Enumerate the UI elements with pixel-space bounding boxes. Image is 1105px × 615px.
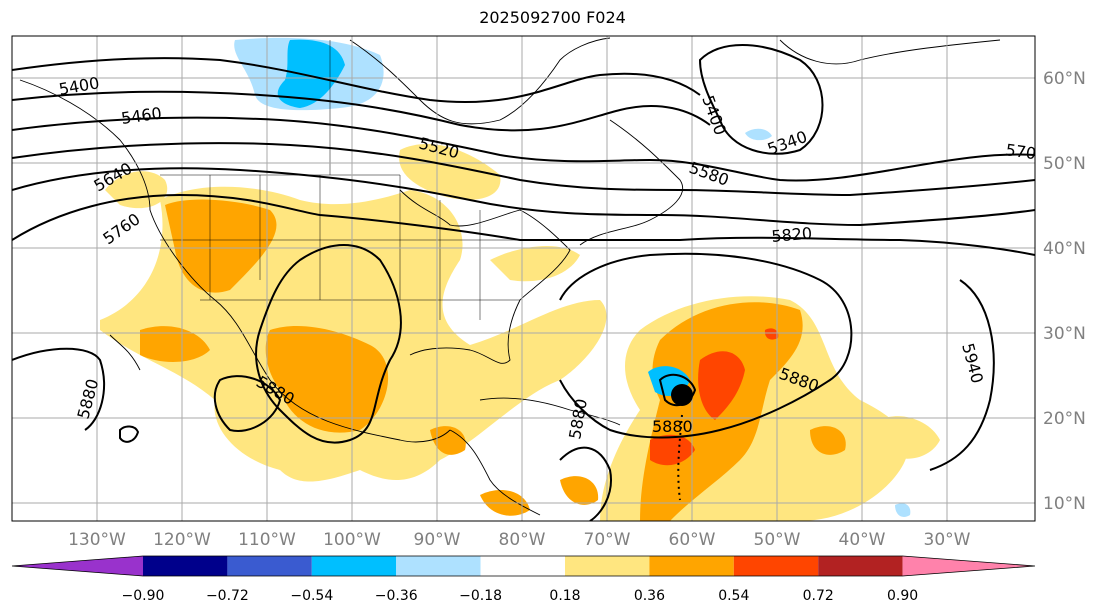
latitude-label: 60°N <box>1043 69 1086 89</box>
colorbar-segment <box>143 556 228 576</box>
colorbar-segment <box>565 556 650 576</box>
latitude-label: 40°N <box>1043 239 1086 259</box>
colorbar-tick-label: 0.36 <box>634 588 665 604</box>
colorbar-tick-label: −0.72 <box>206 588 249 604</box>
colorbar-tick-label: 0.72 <box>803 588 834 604</box>
colorbar-tick-label: 0.54 <box>718 588 749 604</box>
longitude-label: 30°W <box>924 530 971 550</box>
political-borders <box>160 40 520 320</box>
colorbar-ticks: −0.90 −0.72 −0.54 −0.36 −0.18 0.18 0.36 … <box>122 588 919 604</box>
height-contours <box>12 44 1035 521</box>
longitude-label: 100°W <box>323 530 381 550</box>
colorbar-segment <box>396 556 481 576</box>
colorbar-segment <box>649 556 734 576</box>
longitude-label: 60°W <box>669 530 716 550</box>
contour-label: 5820 <box>771 224 813 246</box>
longitude-label: 50°W <box>754 530 801 550</box>
storm-center-marker <box>671 384 693 406</box>
longitude-label: 80°W <box>499 530 546 550</box>
contour-label: 5880 <box>652 417 693 436</box>
colorbar-extend-left <box>12 556 143 576</box>
map-frame <box>11 35 1036 522</box>
colorbar-segment <box>311 556 397 576</box>
colorbar-extend-right <box>902 556 1035 576</box>
latitude-label: 20°N <box>1043 409 1086 429</box>
latitude-label: 50°N <box>1043 154 1086 174</box>
storm-track <box>677 414 683 501</box>
latitude-label: 30°N <box>1043 324 1086 344</box>
latitude-labels: 60°N 50°N 40°N 30°N 20°N 10°N <box>1043 69 1086 514</box>
colorbar-tick-label: 0.90 <box>887 588 918 604</box>
longitude-label: 70°W <box>584 530 631 550</box>
map-content: 5400 5460 5520 5400 5340 5580 5640 5760 … <box>12 36 1035 521</box>
longitude-label: 90°W <box>414 530 461 550</box>
colorbar-segment <box>480 556 565 576</box>
longitude-label: 110°W <box>238 530 296 550</box>
longitude-labels: 130°W 120°W 110°W 100°W 90°W 80°W 70°W 6… <box>68 530 971 550</box>
latitude-label: 10°N <box>1043 494 1086 514</box>
anomaly-shading <box>100 37 940 521</box>
longitude-label: 40°W <box>839 530 886 550</box>
colorbar-tick-label: −0.36 <box>375 588 418 604</box>
colorbar-tick-label: −0.18 <box>459 588 502 604</box>
colorbar-segment <box>733 556 819 576</box>
longitude-label: 130°W <box>68 530 126 550</box>
colorbar-segment <box>227 556 312 576</box>
colorbar-tick-label: −0.90 <box>122 588 165 604</box>
colorbar-tick-label: −0.54 <box>290 588 333 604</box>
colorbar-segment <box>818 556 903 576</box>
page-title: 2025092700 F024 <box>479 8 626 27</box>
colorbar: −0.90 −0.72 −0.54 −0.36 −0.18 0.18 0.36 … <box>11 555 1036 604</box>
longitude-label: 120°W <box>153 530 211 550</box>
colorbar-tick-label: 0.18 <box>549 588 580 604</box>
